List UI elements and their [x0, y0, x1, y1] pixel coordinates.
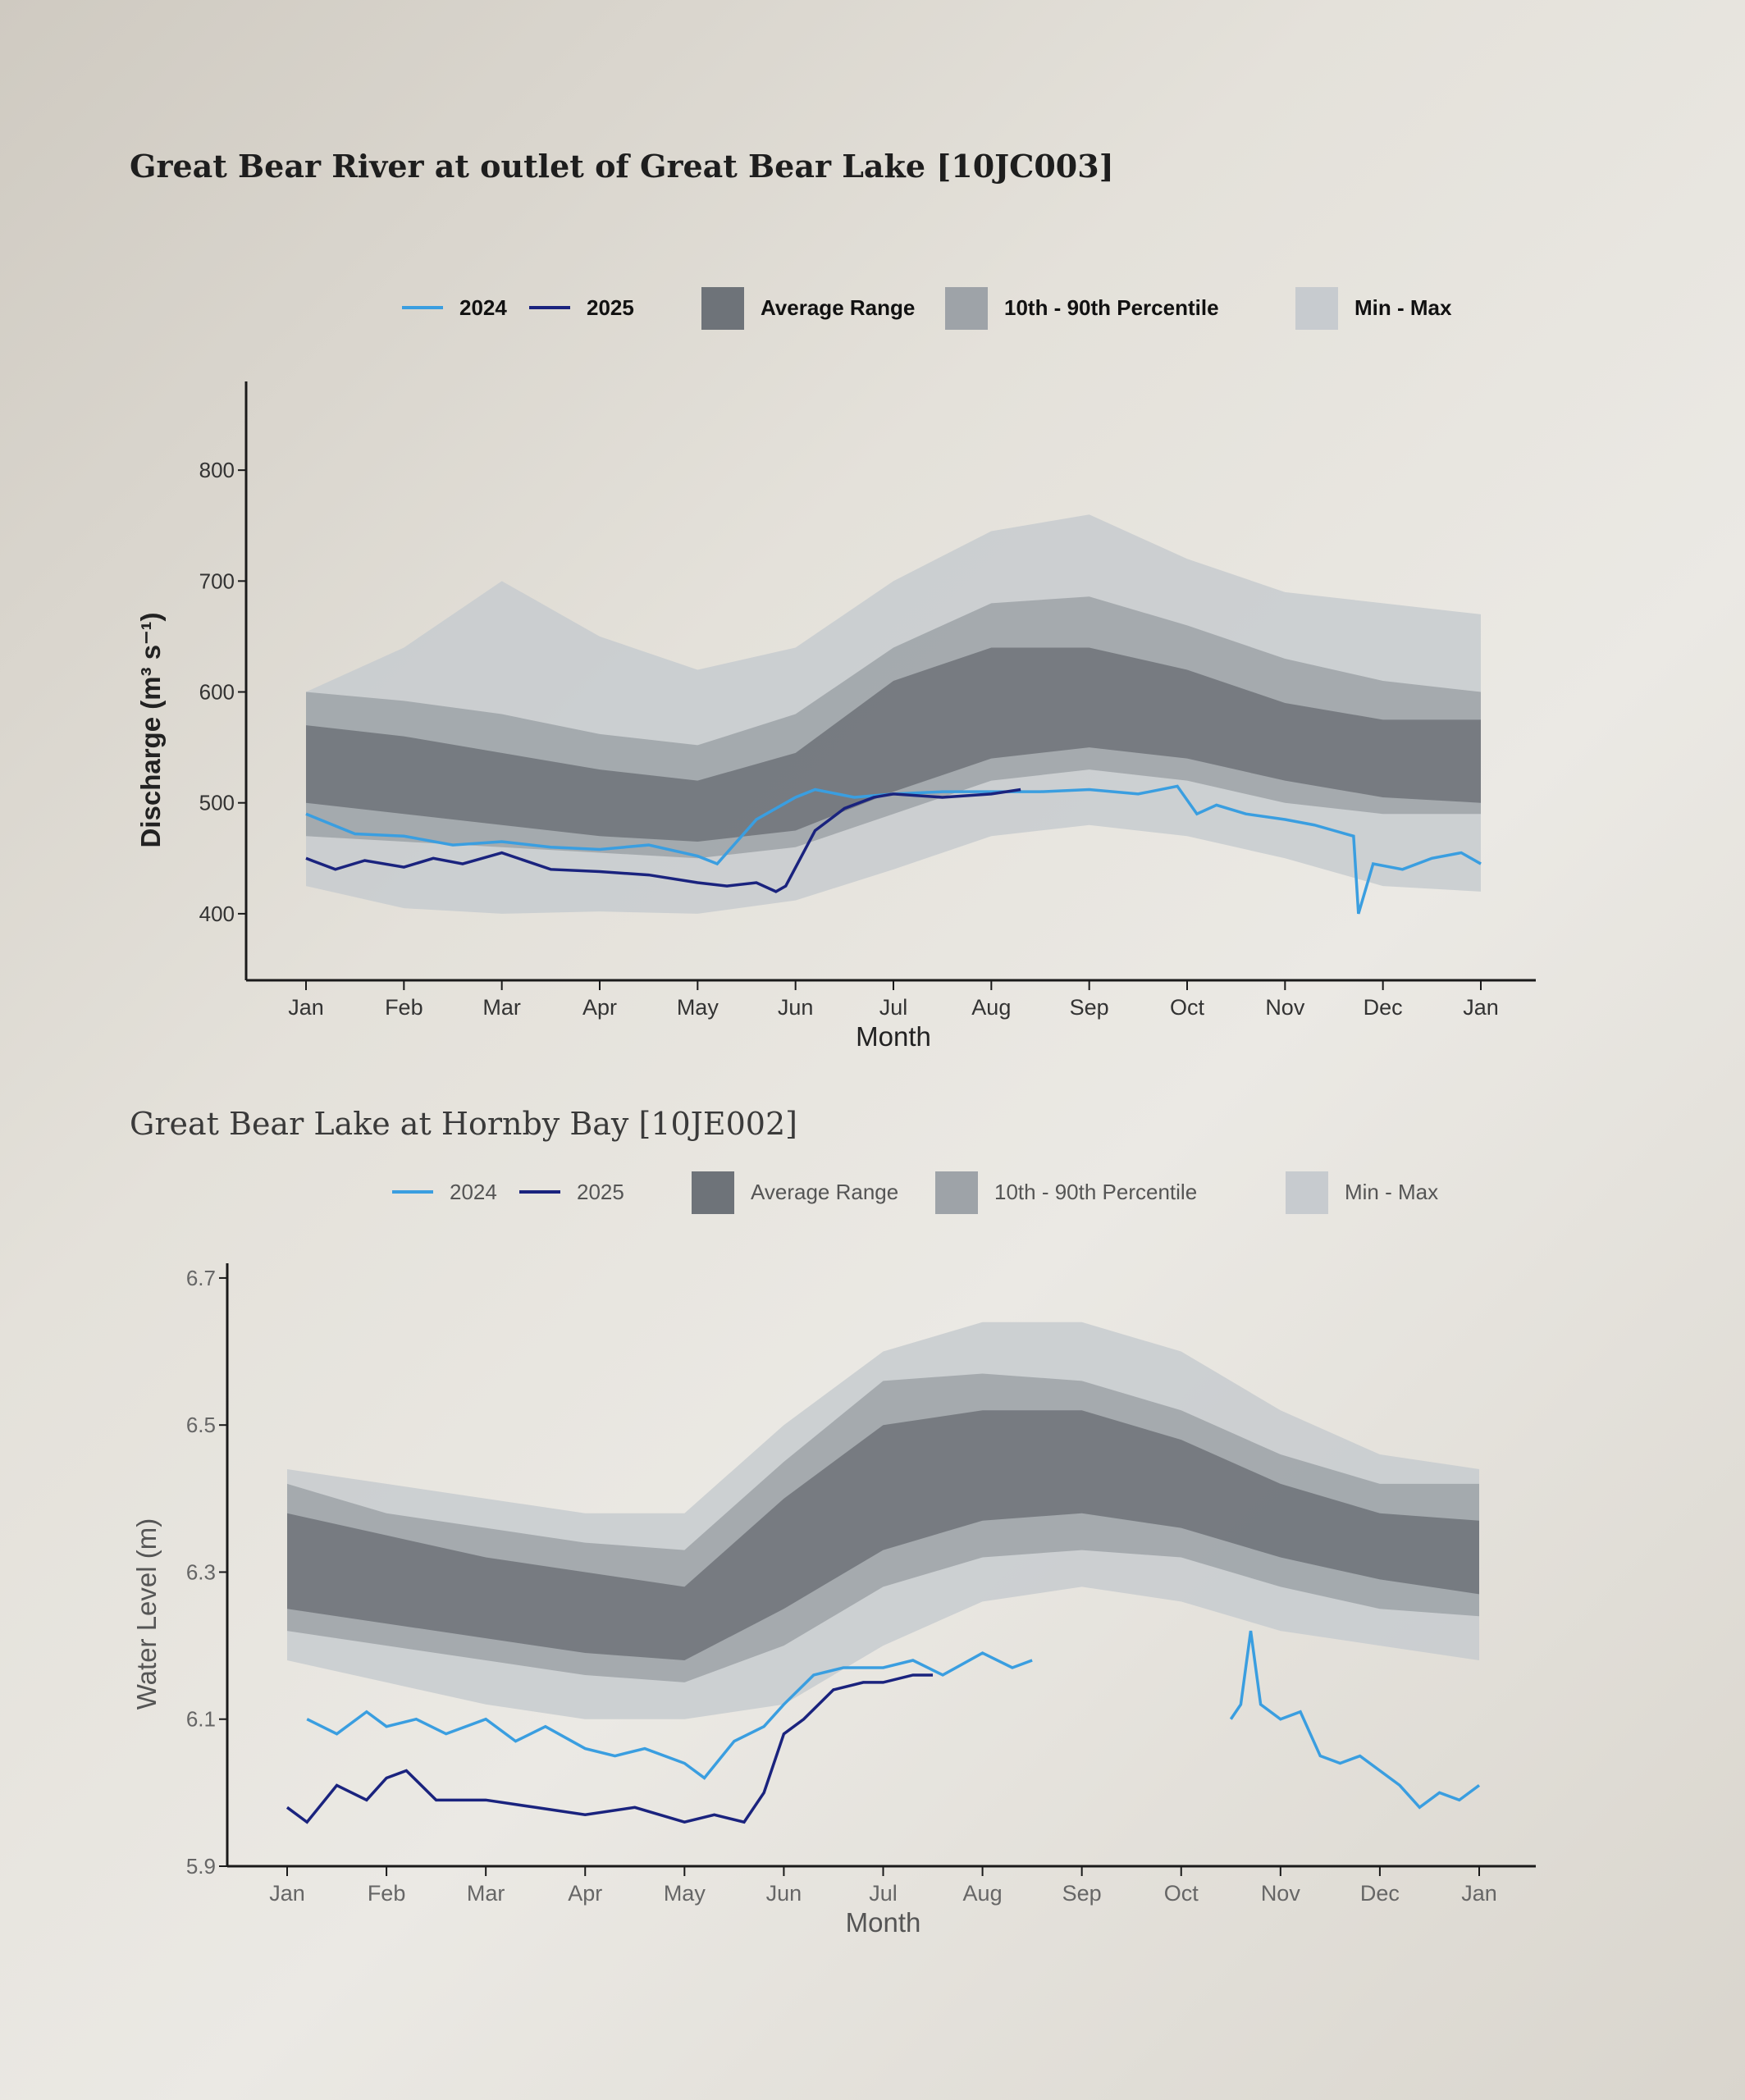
x-tick-label: Jan: [1463, 995, 1499, 1020]
x-tick-label: Jan: [269, 1881, 305, 1906]
x-tick-label: Dec: [1364, 995, 1403, 1020]
x-tick-label: Oct: [1170, 995, 1205, 1020]
x-tick-label: Aug: [963, 1881, 1003, 1906]
x-tick-label: Jul: [869, 1881, 898, 1906]
y-tick-label: 6.7: [186, 1266, 216, 1290]
water-level-chart: 5.9 6.1 6.3 6.5 6.7 Jan Feb Mar Apr May Jun Jul Aug S…: [131, 1171, 1536, 1938]
x-tick-label: Dec: [1360, 1881, 1400, 1906]
x-tick-label: Jan: [288, 995, 324, 1020]
band-average: [306, 647, 1481, 842]
y-axis-label: Discharge (m³ s⁻¹): [135, 613, 166, 848]
y-tick-label: 6.5: [186, 1413, 216, 1437]
y-tick-label: 800: [199, 458, 235, 482]
legend-swatch-min-max: [1295, 287, 1338, 330]
x-tick-label: May: [677, 995, 719, 1020]
legend-label-average: Average Range: [761, 295, 915, 320]
x-tick-label: Nov: [1265, 995, 1305, 1020]
series-line-2025: [286, 1673, 934, 1824]
x-tick-label: Feb: [368, 1881, 406, 1906]
x-tick-label: Jan: [1461, 1881, 1497, 1906]
y-tick-label: 6.1: [186, 1707, 216, 1732]
x-axis-label: Month: [846, 1907, 921, 1938]
discharge-chart: 400 500 600 700 800 Jan Feb Mar Apr May Jun Jul Aug S…: [135, 287, 1536, 1052]
x-tick-label: Sep: [1070, 995, 1109, 1020]
legend-label-min-max: Min - Max: [1345, 1180, 1438, 1204]
x-tick-label: Jul: [879, 995, 908, 1020]
legend-label-2025: 2025: [587, 295, 634, 320]
x-tick-label: Sep: [1062, 1881, 1102, 1906]
x-tick-label: Jun: [778, 995, 814, 1020]
series-line-2024: [305, 784, 1482, 915]
legend-swatch-average: [701, 287, 744, 330]
y-tick-label: 600: [199, 680, 235, 705]
series-line-2024: [306, 1651, 1033, 1780]
y-tick-label: 6.3: [186, 1559, 216, 1584]
x-tick-label: Nov: [1261, 1881, 1301, 1906]
legend-label-2024: 2024: [450, 1180, 497, 1204]
legend-swatch-p10-p90: [945, 287, 988, 330]
x-tick-label: Feb: [385, 995, 423, 1020]
legend-label-2025: 2025: [577, 1180, 624, 1204]
series-line-2024: [1229, 1630, 1481, 1810]
x-axis-label: Month: [856, 1021, 931, 1052]
x-tick-label: Jun: [766, 1881, 802, 1906]
y-tick-label: 400: [199, 902, 235, 926]
y-tick-label: 700: [199, 568, 235, 593]
chart-title-water-level: Great Bear Lake at Hornby Bay [10JE002]: [130, 1106, 797, 1142]
legend-label-min-max: Min - Max: [1354, 295, 1452, 320]
chart-title-discharge: Great Bear River at outlet of Great Bear…: [130, 148, 1114, 185]
x-tick-label: Oct: [1164, 1881, 1199, 1906]
legend-swatch-min-max: [1286, 1171, 1328, 1214]
legend-swatch-p10-p90: [935, 1171, 978, 1214]
x-tick-label: Mar: [467, 1881, 505, 1906]
legend-swatch-average: [692, 1171, 734, 1214]
legend-label-p10-p90: 10th - 90th Percentile: [1004, 295, 1219, 320]
legend-label-p10-p90: 10th - 90th Percentile: [994, 1180, 1197, 1204]
y-axis-label: Water Level (m): [131, 1518, 162, 1710]
x-tick-label: Apr: [568, 1881, 602, 1906]
band-average: [287, 1410, 1479, 1661]
y-tick-label: 500: [199, 791, 235, 815]
x-tick-label: Mar: [482, 995, 521, 1020]
x-tick-label: May: [664, 1881, 706, 1906]
y-tick-label: 5.9: [186, 1854, 216, 1879]
x-tick-label: Aug: [971, 995, 1011, 1020]
x-tick-label: Apr: [582, 995, 617, 1020]
legend-label-average: Average Range: [751, 1180, 898, 1204]
series-line-2025: [305, 788, 1021, 893]
legend-label-2024: 2024: [459, 295, 507, 320]
